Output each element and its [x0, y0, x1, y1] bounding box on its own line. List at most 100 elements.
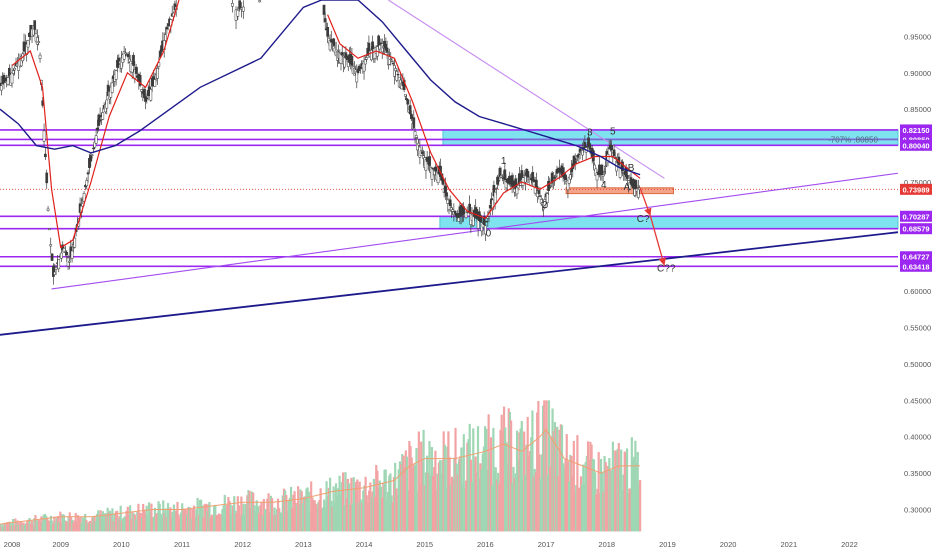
- volume-bar: [72, 522, 75, 532]
- volume-bar: [3, 522, 6, 532]
- volume-bar: [58, 521, 61, 532]
- volume-bar: [585, 455, 588, 532]
- volume-bar: [23, 524, 26, 532]
- price-candle: [44, 153, 47, 158]
- x-tick-label: 2008: [4, 540, 21, 549]
- volume-bar: [434, 450, 437, 532]
- price-candle: [0, 85, 3, 91]
- volume-bar: [491, 485, 494, 532]
- price-candle: [515, 187, 519, 195]
- price-candle: [508, 175, 512, 185]
- volume-bar: [355, 481, 358, 532]
- volume-bar: [194, 516, 197, 532]
- volume-bar: [559, 424, 562, 532]
- volume-bar: [126, 506, 129, 532]
- volume-bar: [540, 454, 543, 532]
- volume-bar: [499, 430, 502, 532]
- x-tick-label: 2012: [234, 540, 251, 549]
- volume-bar: [241, 514, 244, 532]
- volume-bar: [485, 428, 488, 532]
- level-badge-label: 0.82150: [902, 126, 929, 135]
- price-candle: [497, 180, 501, 182]
- price-candle: [126, 53, 130, 58]
- volume-bar: [306, 487, 309, 532]
- volume-bar: [37, 519, 41, 532]
- volume-bar: [407, 490, 410, 532]
- price-candle: [448, 199, 452, 207]
- volume-bar: [87, 522, 90, 532]
- volume-bar: [605, 471, 609, 532]
- volume-bar: [381, 497, 384, 532]
- volume-bar: [347, 483, 351, 532]
- volume-bar: [97, 510, 100, 532]
- price-candle: [396, 73, 400, 76]
- volume-bar: [610, 470, 613, 532]
- volume-bar: [176, 501, 179, 532]
- volume-bar: [211, 516, 215, 532]
- volume-bar: [375, 464, 378, 532]
- volume-bar: [394, 462, 397, 532]
- volume-bar: [118, 516, 121, 532]
- moving-average-line: [327, 14, 641, 220]
- volume-bar: [514, 473, 517, 532]
- volume-bar: [108, 510, 112, 532]
- price-candle: [323, 18, 327, 23]
- wave-label: 4: [601, 180, 607, 191]
- volume-bar: [455, 463, 458, 532]
- x-tick-label: 2017: [538, 540, 555, 549]
- price-candle: [612, 149, 616, 157]
- volume-bar: [66, 522, 69, 532]
- price-candle: [340, 52, 344, 56]
- volume-bar: [198, 499, 202, 532]
- price-candle: [365, 57, 368, 60]
- volume-bar: [494, 467, 497, 532]
- volume-bar: [228, 500, 231, 532]
- volume-bar: [284, 490, 287, 532]
- volume-bar: [621, 490, 624, 532]
- level-badge-label: 0.80040: [902, 141, 929, 150]
- volume-bar: [233, 496, 236, 532]
- volume-bar: [560, 425, 564, 532]
- level-badge: [900, 210, 932, 222]
- price-candle: [575, 159, 578, 162]
- volume-bar: [320, 508, 323, 532]
- volume-bar: [75, 521, 79, 532]
- y-tick-label: 0.50000: [904, 360, 931, 369]
- trendline: [0, 231, 899, 336]
- volume-bar: [541, 405, 545, 532]
- volume-bar: [171, 511, 174, 532]
- projection-arrow: [649, 216, 667, 266]
- volume-bar: [403, 466, 406, 532]
- volume-bar: [63, 520, 67, 532]
- price-candle: [414, 135, 418, 138]
- volume-bar: [19, 522, 22, 532]
- volume-bar: [602, 491, 605, 532]
- volume-bar: [564, 459, 567, 532]
- volume-bar: [302, 496, 306, 532]
- volume-bar: [248, 490, 251, 532]
- price-candle: [149, 89, 153, 101]
- volume-bar: [518, 432, 521, 532]
- volume-bar: [40, 516, 43, 532]
- price-candle: [606, 154, 610, 164]
- volume-bar: [421, 461, 424, 532]
- volume-bar: [252, 492, 255, 532]
- price-candle: [49, 244, 53, 247]
- volume-bar: [533, 468, 536, 532]
- price-candle: [377, 35, 380, 47]
- volume-bar: [410, 457, 413, 532]
- zones-layer: [439, 129, 899, 230]
- volume-bar: [352, 477, 355, 532]
- volume-bar: [390, 495, 393, 532]
- volume-bar: [607, 465, 610, 532]
- volume-bar: [326, 496, 329, 532]
- price-candle: [600, 164, 604, 175]
- volume-bar: [281, 495, 284, 532]
- volume-bar: [11, 519, 15, 532]
- x-tick-label: 2009: [52, 540, 69, 549]
- price-candle: [476, 219, 480, 229]
- price-candle: [581, 150, 584, 156]
- volume-bar: [415, 448, 418, 532]
- price-candle: [389, 58, 393, 61]
